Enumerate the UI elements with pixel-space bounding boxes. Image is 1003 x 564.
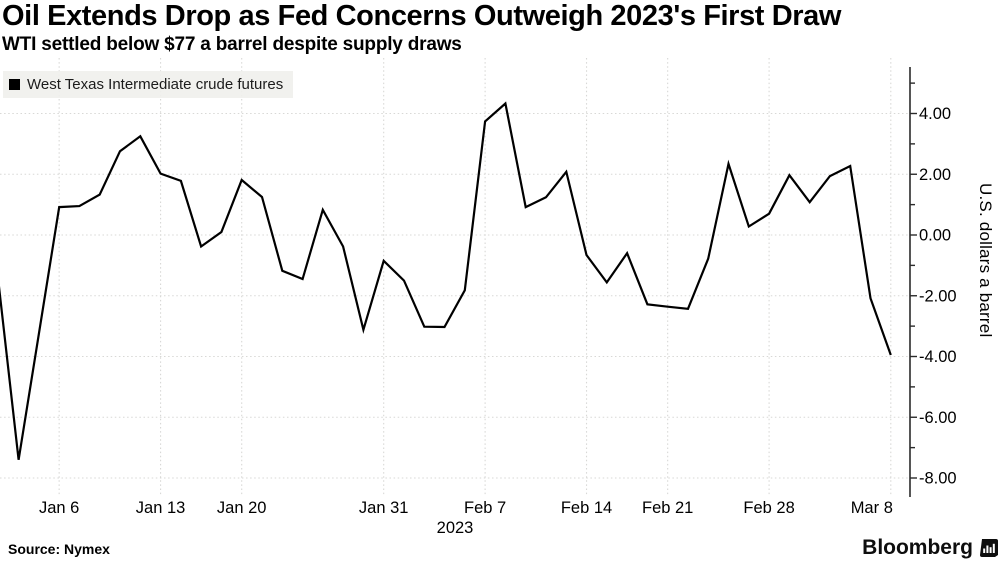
y-tick-label: 0.00 [919,227,951,245]
x-tick-label: Feb 28 [743,499,794,517]
y-tick-label: 2.00 [919,166,951,184]
page-subtitle: WTI settled below $77 a barrel despite s… [2,34,462,55]
price-line [0,101,892,460]
y-tick-label: -8.00 [919,470,957,488]
x-tick-label: Feb 7 [464,499,506,517]
x-tick-label: Mar 8 [851,499,893,517]
bloomberg-wordmark: Bloomberg [862,536,973,559]
x-axis-year-label: 2023 [437,519,474,537]
page-title: Oil Extends Drop as Fed Concerns Outweig… [2,0,842,32]
legend-label: West Texas Intermediate crude futures [27,76,284,93]
x-tick-label: Jan 6 [39,499,79,517]
x-tick-label: Feb 14 [561,499,612,517]
x-tick-label: Jan 31 [359,499,409,517]
y-axis-title: U.S. dollars a barrel [976,183,995,338]
y-tick-label: -6.00 [919,409,957,427]
x-tick-label: Feb 21 [642,499,693,517]
source-label: Source: Nymex [8,541,110,557]
y-tick-label: -2.00 [919,287,957,305]
legend-swatch-icon [9,79,20,90]
x-tick-label: Jan 20 [217,499,267,517]
y-tick-label: 4.00 [919,105,951,123]
bloomberg-logo: Bloomberg [862,536,998,560]
bloomberg-bars-icon [980,539,998,557]
legend: West Texas Intermediate crude futures [3,71,294,98]
y-tick-label: -4.00 [919,348,957,366]
x-tick-label: Jan 13 [136,499,186,517]
